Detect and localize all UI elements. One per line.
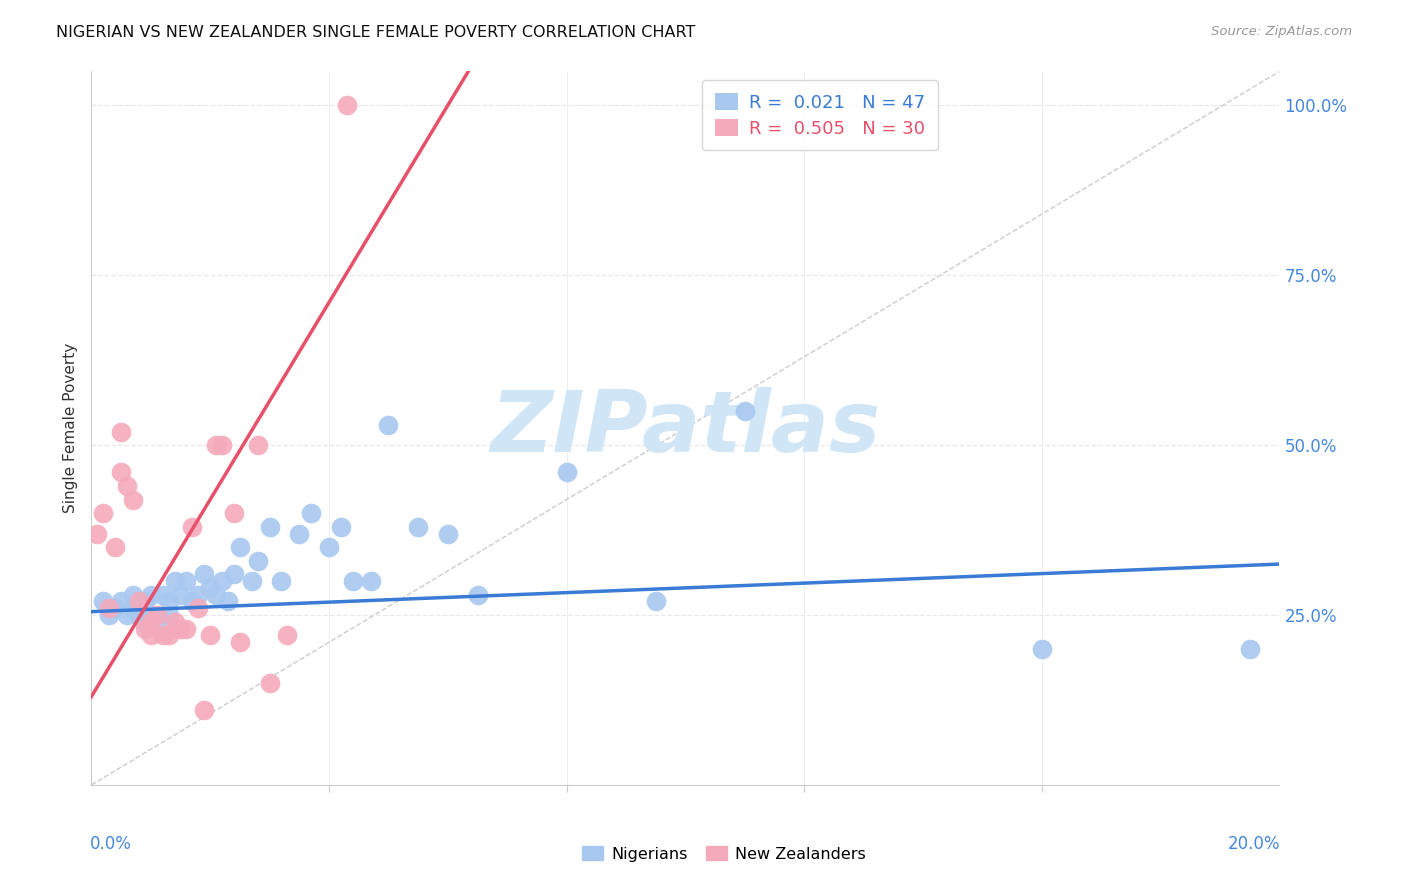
Point (187, 588, 209, 602)
Text: 0.0%: 0.0% (90, 835, 132, 853)
Point (91, 594, 114, 608)
Point (139, 588, 162, 602)
Point (734, 404, 756, 418)
Point (467, 588, 489, 602)
Point (222, 567, 245, 582)
Point (205, 588, 228, 602)
Point (336, 98, 359, 112)
Point (259, 519, 281, 533)
Point (288, 526, 311, 541)
Point (122, 492, 145, 507)
Text: ZIPatlas: ZIPatlas (491, 386, 880, 470)
Point (128, 608, 150, 623)
Point (555, 466, 578, 480)
Point (110, 466, 132, 480)
Point (122, 601, 145, 615)
Point (139, 608, 162, 623)
Point (157, 594, 180, 608)
Point (644, 594, 666, 608)
Point (98, 608, 121, 623)
Text: Source: ZipAtlas.com: Source: ZipAtlas.com (1212, 25, 1353, 38)
Point (169, 588, 191, 602)
Point (181, 594, 204, 608)
Point (110, 594, 132, 608)
Point (229, 635, 252, 649)
Point (360, 574, 382, 588)
Point (115, 479, 138, 493)
Point (222, 506, 245, 520)
Legend: R =  0.021   N = 47, R =  0.505   N = 30: R = 0.021 N = 47, R = 0.505 N = 30 (702, 80, 938, 151)
Point (176, 574, 198, 588)
Text: NIGERIAN VS NEW ZEALANDER SINGLE FEMALE POVERTY CORRELATION CHART: NIGERIAN VS NEW ZEALANDER SINGLE FEMALE … (56, 25, 696, 40)
Point (1239, 642, 1261, 657)
Point (181, 519, 204, 533)
Legend: Nigerians, New Zealanders: Nigerians, New Zealanders (576, 839, 872, 868)
Point (176, 622, 198, 636)
Point (200, 581, 222, 595)
Point (139, 628, 162, 642)
Point (329, 519, 352, 533)
Point (110, 425, 132, 439)
Point (211, 574, 233, 588)
Point (104, 601, 127, 615)
Point (270, 574, 292, 588)
Y-axis label: Single Female Poverty: Single Female Poverty (62, 343, 77, 513)
Text: 20.0%: 20.0% (1229, 835, 1281, 853)
Point (169, 622, 191, 636)
Point (377, 417, 399, 432)
Point (342, 574, 364, 588)
Point (276, 628, 298, 642)
Point (145, 608, 167, 623)
Point (436, 526, 458, 541)
Point (128, 594, 150, 608)
Point (145, 615, 167, 629)
Point (246, 554, 269, 568)
Point (122, 588, 145, 602)
Point (229, 540, 252, 554)
Point (187, 601, 209, 615)
Point (193, 703, 215, 717)
Point (152, 628, 174, 642)
Point (318, 540, 340, 554)
Point (240, 574, 263, 588)
Point (211, 438, 233, 452)
Point (91, 506, 114, 520)
Point (299, 506, 322, 520)
Point (1031, 642, 1053, 657)
Point (193, 567, 215, 582)
Point (205, 438, 228, 452)
Point (139, 615, 162, 629)
Point (104, 540, 127, 554)
Point (115, 608, 138, 623)
Point (157, 628, 180, 642)
Point (163, 574, 186, 588)
Point (406, 519, 429, 533)
Point (134, 594, 156, 608)
Point (259, 676, 281, 690)
Point (134, 622, 156, 636)
Point (163, 615, 186, 629)
Point (217, 594, 239, 608)
Point (86, 526, 108, 541)
Point (134, 615, 156, 629)
Point (200, 628, 222, 642)
Point (157, 608, 180, 623)
Point (246, 438, 269, 452)
Point (152, 588, 174, 602)
Point (98, 601, 121, 615)
